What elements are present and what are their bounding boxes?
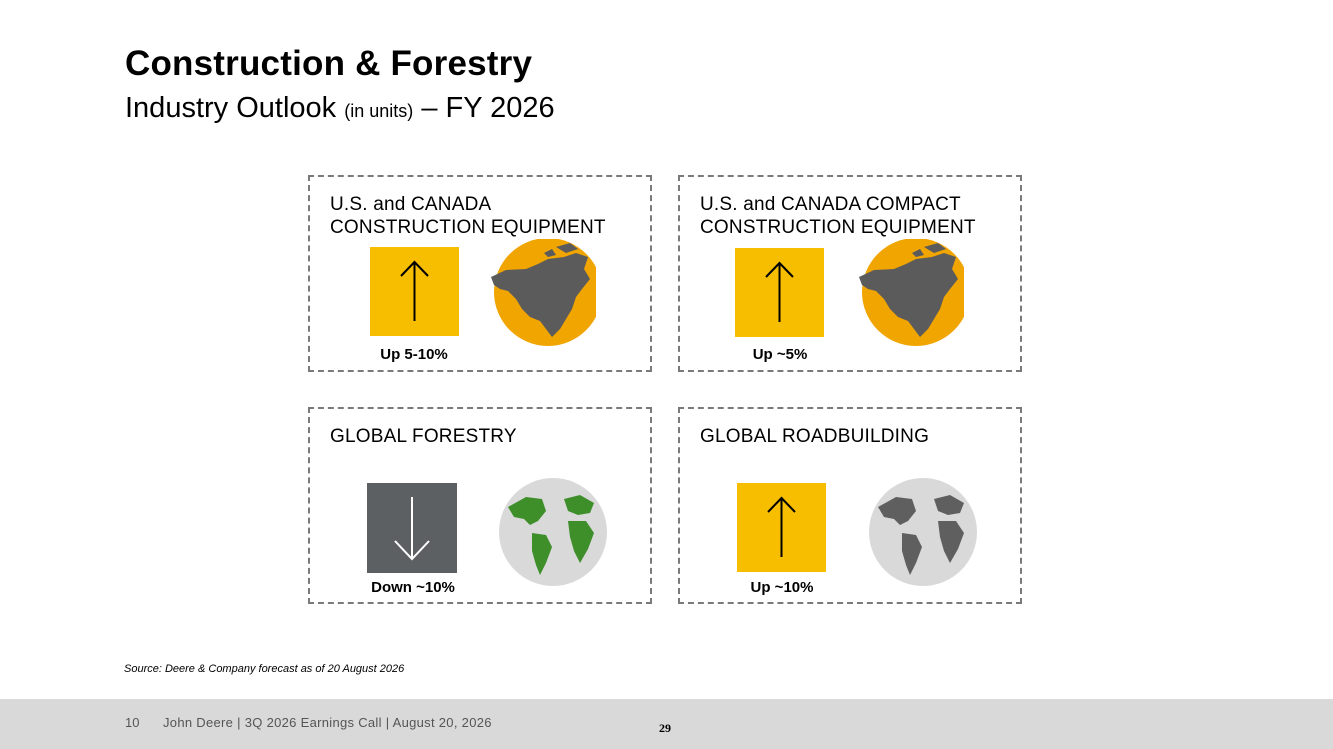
page-number: 29	[659, 721, 671, 735]
north-america-globe-icon	[859, 239, 964, 346]
page-title: Construction & Forestry	[125, 44, 533, 83]
subtitle-units: (in units)	[344, 101, 414, 121]
panel-title: GLOBAL FORESTRY	[330, 425, 517, 448]
outlook-metric: Up ~5%	[752, 346, 808, 363]
slide-number: 10	[125, 715, 140, 730]
north-america-globe-icon	[491, 239, 596, 346]
panel-us-canada-construction: U.S. and CANADA CONSTRUCTION EQUIPMENT U…	[308, 175, 652, 372]
page-subtitle: Industry Outlook (in units) – FY 2026	[125, 92, 555, 125]
up-arrow-icon	[735, 248, 824, 337]
panel-global-forestry: GLOBAL FORESTRY Down ~10%	[308, 407, 652, 604]
panel-title: U.S. and CANADA COMPACT CONSTRUCTION EQU…	[700, 193, 976, 239]
subtitle-period: – FY 2026	[421, 92, 555, 124]
outlook-metric: Up ~10%	[750, 579, 814, 596]
subtitle-main: Industry Outlook	[125, 92, 337, 124]
panel-title-line1: U.S. and CANADA	[330, 194, 492, 215]
panel-us-canada-compact: U.S. and CANADA COMPACT CONSTRUCTION EQU…	[678, 175, 1022, 372]
panel-title: GLOBAL ROADBUILDING	[700, 425, 929, 448]
source-note: Source: Deere & Company forecast as of 2…	[124, 663, 405, 675]
panel-title-line1: GLOBAL ROADBUILDING	[700, 426, 930, 447]
panel-title: U.S. and CANADA CONSTRUCTION EQUIPMENT	[330, 193, 606, 239]
panel-global-roadbuilding: GLOBAL ROADBUILDING Up ~10%	[678, 407, 1022, 604]
panel-title-line2: CONSTRUCTION EQUIPMENT	[330, 217, 606, 238]
green-world-globe-icon	[499, 478, 607, 586]
gray-world-globe-icon	[869, 478, 977, 586]
outlook-metric: Up 5-10%	[380, 346, 448, 363]
panel-title-line1: U.S. and CANADA COMPACT	[700, 194, 961, 215]
panel-title-line2: CONSTRUCTION EQUIPMENT	[700, 217, 976, 238]
up-arrow-icon	[370, 247, 459, 336]
down-arrow-icon	[367, 483, 457, 573]
footer-bar: 10 John Deere | 3Q 2026 Earnings Call | …	[0, 699, 1333, 749]
outlook-metric: Down ~10%	[371, 579, 455, 596]
up-arrow-icon	[737, 483, 826, 572]
footer-text: John Deere | 3Q 2026 Earnings Call | Aug…	[163, 715, 492, 730]
panel-title-line1: GLOBAL FORESTRY	[330, 426, 517, 447]
